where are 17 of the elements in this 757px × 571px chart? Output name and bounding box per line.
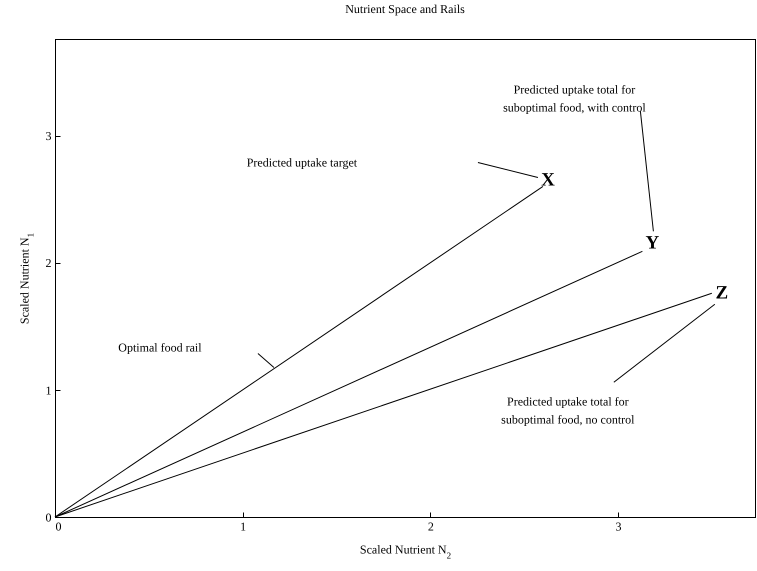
x-tick-label: 2 bbox=[428, 520, 434, 534]
y-tick-label: 3 bbox=[46, 129, 52, 144]
annotation: Predicted uptake total for suboptimal food, no control bbox=[501, 394, 636, 426]
annotation: Predicted uptake target bbox=[246, 155, 358, 170]
annotation: Y bbox=[646, 232, 660, 254]
annotation: Predicted uptake total for suboptimal food, with control bbox=[503, 82, 646, 114]
x-tick-label: 0 bbox=[56, 520, 62, 534]
x-axis-title: Scaled Nutrient N$_{2}$ bbox=[360, 542, 452, 560]
y-tick-label: 0 bbox=[46, 510, 52, 524]
y-tick-label: 1 bbox=[46, 383, 52, 398]
annotation: Z bbox=[715, 282, 728, 304]
x-tick-label: 3 bbox=[616, 520, 622, 534]
chart-title: Nutrient Space and Rails bbox=[345, 2, 466, 16]
x-tick-label: 1 bbox=[240, 520, 246, 534]
annotation: Optimal food rail bbox=[118, 340, 202, 354]
annotation: X bbox=[541, 169, 556, 190]
y-tick-label: 2 bbox=[46, 256, 52, 270]
